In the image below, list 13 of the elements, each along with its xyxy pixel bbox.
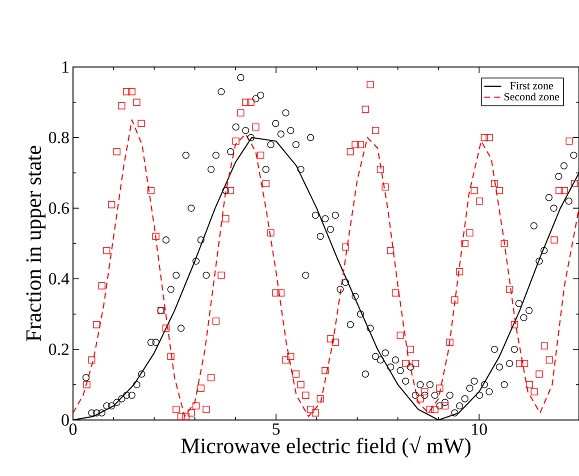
- x-tick-label: 10: [472, 424, 487, 435]
- y-tick-label: 0.2: [48, 344, 69, 356]
- x-tick-label: 0: [69, 424, 77, 435]
- legend-label: Second zone: [504, 92, 560, 100]
- y-tick-label: 0.8: [48, 132, 69, 144]
- x-tick-label: 5: [272, 424, 280, 435]
- y-tick-label: 1: [62, 61, 68, 73]
- y-axis-title: Fraction in upper state: [26, 146, 46, 342]
- legend-label: First zone: [510, 82, 553, 90]
- x-axis-title: Microwave electric field (√ mW): [181, 436, 470, 458]
- y-tick-label: 0: [62, 414, 69, 426]
- y-tick-label: 0.6: [48, 202, 69, 214]
- y-tick-label: 0.4: [48, 273, 70, 285]
